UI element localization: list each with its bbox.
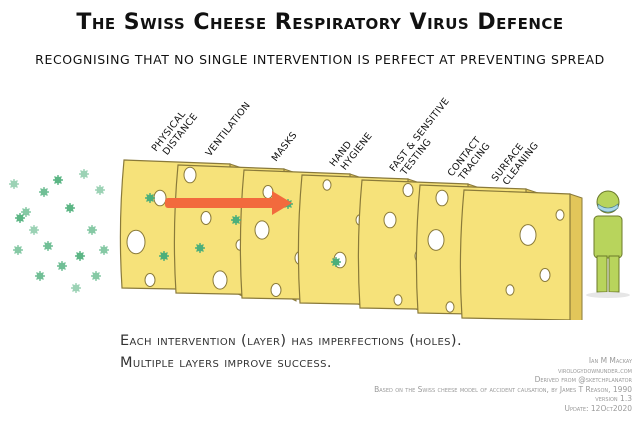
virus-icon bbox=[194, 242, 206, 254]
virus-icon bbox=[38, 186, 50, 198]
cheese-slice bbox=[459, 189, 583, 320]
cheese-hole bbox=[445, 301, 455, 313]
virus-icon bbox=[56, 260, 68, 272]
arrow-icon bbox=[165, 191, 292, 215]
credits: Ian M Mackay virologydownunder.com Deriv… bbox=[302, 356, 632, 414]
credit-based-on: Based on the Swiss cheese model of accid… bbox=[374, 384, 632, 394]
page-title: The Swiss Cheese Respiratory Virus Defen… bbox=[76, 10, 564, 35]
cheese-hole bbox=[126, 229, 146, 255]
page-subtitle: RECOGNISING THAT NO SINGLE INTERVENTION … bbox=[35, 52, 605, 67]
cheese-hole bbox=[435, 189, 449, 207]
virus-icon bbox=[34, 270, 46, 282]
cheese-hole bbox=[519, 224, 537, 246]
virus-icon bbox=[14, 212, 26, 224]
cheese-hole bbox=[402, 183, 414, 197]
caption-line-2: Multiple layers improve success. bbox=[120, 355, 332, 371]
virus-icon bbox=[86, 224, 98, 236]
layer-label-line1: VENTILATION bbox=[204, 100, 253, 159]
virus-icon bbox=[70, 282, 82, 294]
cheese-hole bbox=[183, 166, 197, 184]
cheese-hole bbox=[393, 294, 403, 306]
cheese-hole bbox=[153, 189, 167, 207]
virus-icon bbox=[144, 192, 156, 204]
virus-icon bbox=[94, 184, 106, 196]
virus-icon bbox=[64, 202, 76, 214]
layer-label: VENTILATION bbox=[204, 100, 253, 159]
cheese-hole bbox=[212, 270, 228, 290]
virus-icon bbox=[90, 270, 102, 282]
person-icon bbox=[586, 190, 630, 298]
cheese-hole bbox=[427, 229, 445, 251]
credit-update: Update: 12Oct2020 bbox=[564, 403, 632, 413]
credit-derived: Derived from @sketchplanator bbox=[534, 375, 632, 385]
caption: Each intervention (layer) has imperfecti… bbox=[120, 330, 540, 374]
layer-label-line1: FAST & SENSITIVE bbox=[388, 96, 452, 174]
cheese-hole bbox=[262, 185, 274, 199]
virus-icon bbox=[230, 214, 242, 226]
virus-icon bbox=[98, 244, 110, 256]
cheese-hole bbox=[270, 283, 282, 297]
cheese-hole bbox=[254, 220, 270, 240]
layer-label-line1: MASKS bbox=[270, 130, 300, 164]
virus-icon bbox=[12, 244, 24, 256]
virus-icon bbox=[330, 256, 342, 268]
cheese-hole bbox=[322, 179, 332, 191]
cheese-hole bbox=[200, 211, 212, 225]
credit-version: version 1.3 bbox=[595, 394, 632, 404]
virus-icon bbox=[28, 224, 40, 236]
virus-icon bbox=[52, 174, 64, 186]
virus-icon bbox=[8, 178, 20, 190]
credit-site: virologydownunder.com bbox=[557, 365, 632, 375]
virus-icon bbox=[78, 168, 90, 180]
layer-label: MASKS bbox=[270, 130, 300, 164]
caption-line-1: Each intervention (layer) has imperfecti… bbox=[120, 333, 462, 349]
cheese-hole bbox=[144, 273, 156, 287]
virus-icon bbox=[74, 250, 86, 262]
cheese-hole bbox=[505, 284, 515, 296]
cheese-hole bbox=[555, 209, 565, 221]
virus-cloud bbox=[8, 168, 110, 294]
virus-icon bbox=[158, 250, 170, 262]
credit-author: Ian M Mackay bbox=[588, 356, 632, 365]
virus-icon bbox=[42, 240, 54, 252]
cheese-hole bbox=[539, 268, 551, 282]
cheese-hole bbox=[383, 211, 397, 229]
